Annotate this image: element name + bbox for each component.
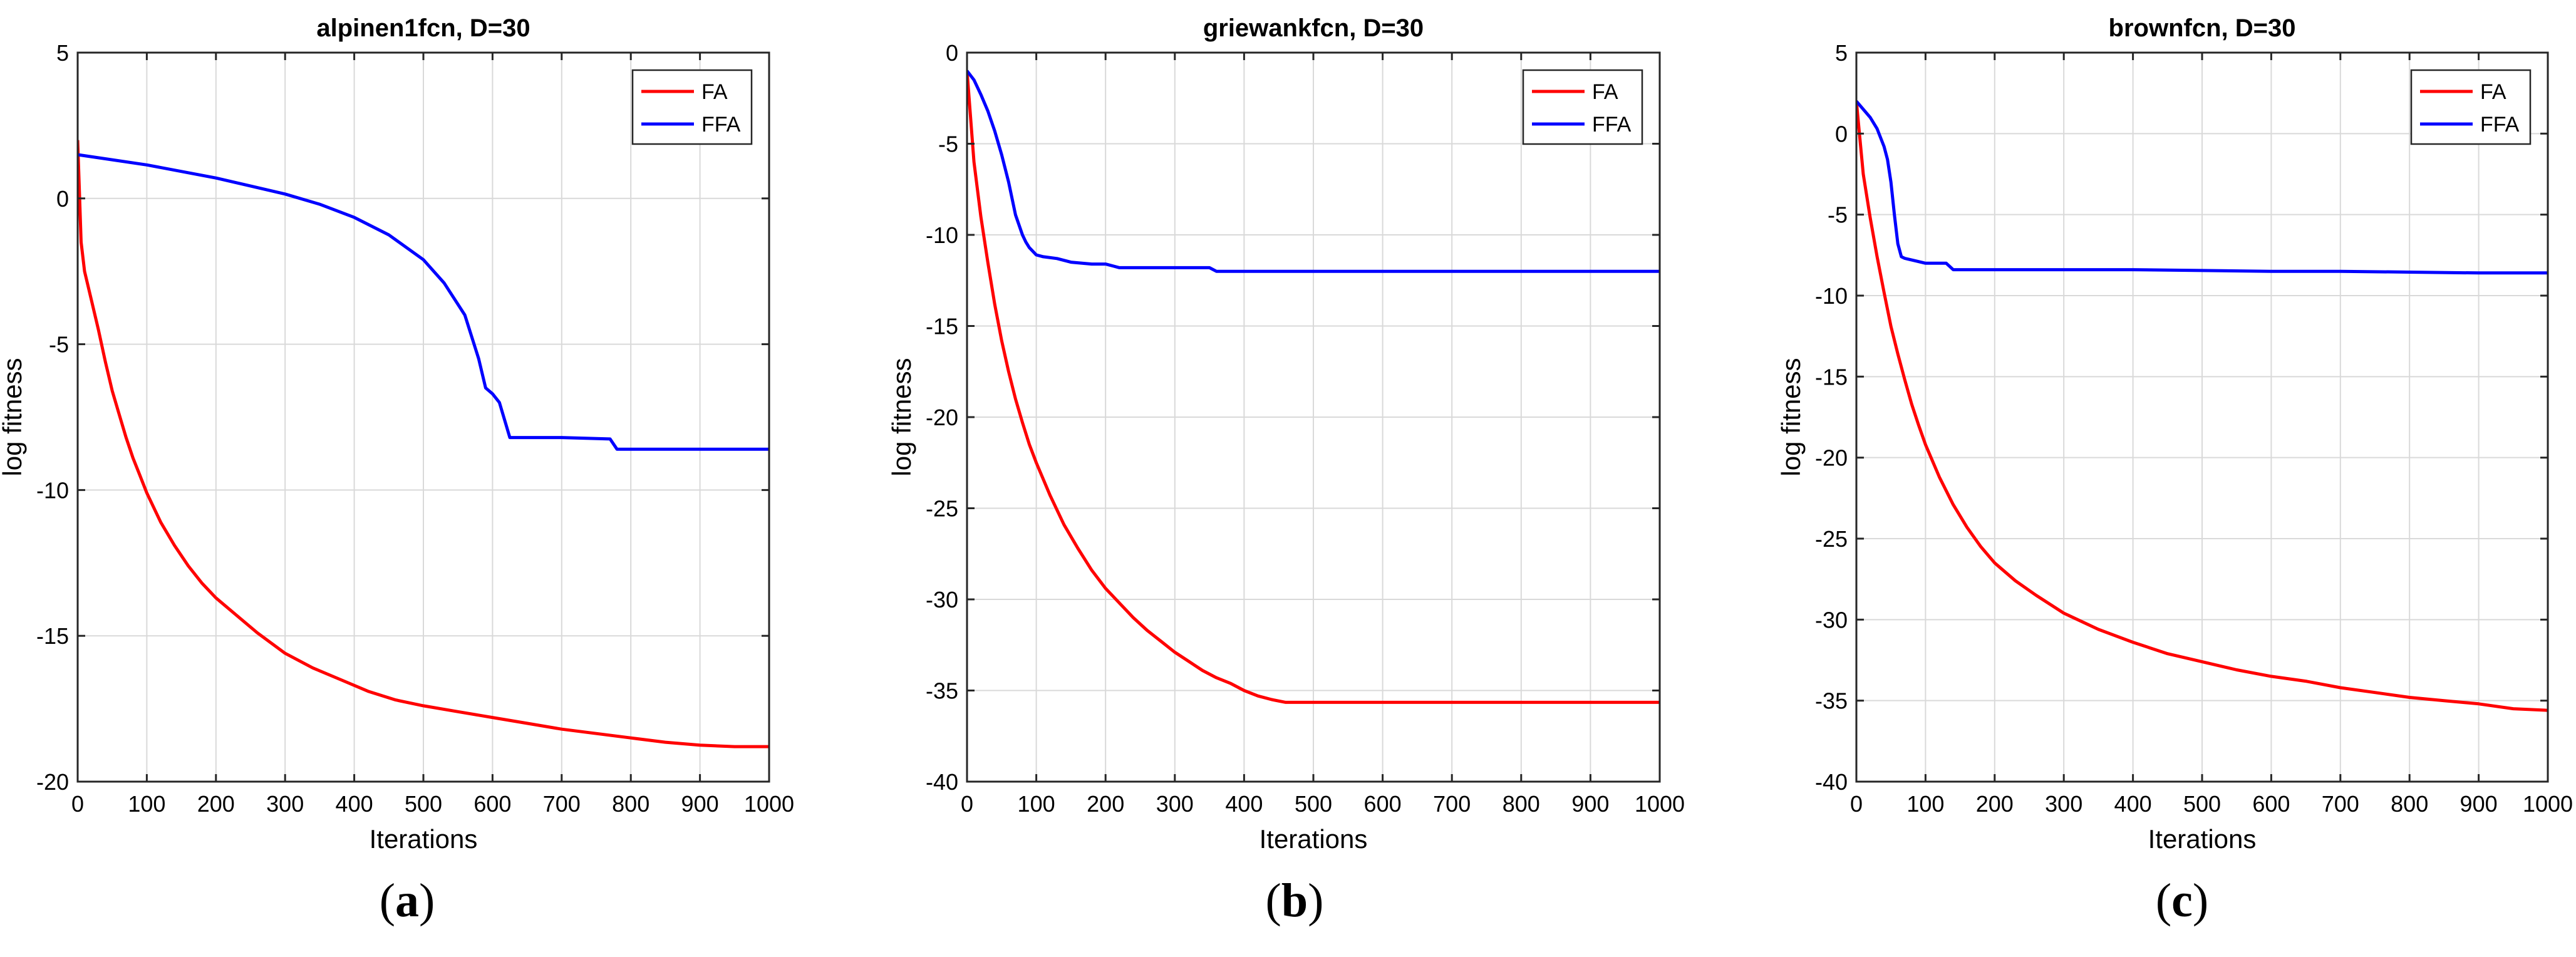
chart-title: alpinen1fcn, D=30: [316, 14, 530, 42]
x-tick-label: 500: [405, 791, 442, 817]
x-tick-label: 300: [2045, 791, 2082, 817]
x-tick-label: 100: [128, 791, 165, 817]
y-tick-label: 5: [1835, 40, 1848, 66]
x-tick-label: 800: [2391, 791, 2428, 817]
x-tick-label: 1000: [2523, 791, 2573, 817]
chart-title: griewankfcn, D=30: [1203, 14, 1424, 42]
x-tick-label: 1000: [744, 791, 794, 817]
y-tick-label: -20: [1815, 445, 1848, 471]
legend-box: [631, 69, 753, 145]
x-tick-label: 0: [71, 791, 84, 817]
legend: FA FFA: [631, 69, 753, 145]
x-tick-label: 400: [2114, 791, 2152, 817]
y-tick-label: -10: [926, 222, 958, 248]
caption-a-letter: a: [395, 874, 419, 927]
x-tick-label: 0: [1850, 791, 1863, 817]
legend-label-fa: FA: [701, 80, 728, 104]
y-axis-label: log fitness: [1776, 358, 1806, 476]
x-tick-label: 900: [2460, 791, 2498, 817]
x-tick-label: 400: [336, 791, 373, 817]
legend: FA FFA: [2410, 69, 2532, 145]
y-tick-label: -40: [1815, 769, 1848, 795]
x-tick-label: 900: [1571, 791, 1609, 817]
y-tick-label: -20: [36, 769, 69, 795]
x-tick-label: 800: [1503, 791, 1540, 817]
chart-title: brownfcn, D=30: [2109, 14, 2296, 42]
x-tick-label: 900: [681, 791, 719, 817]
y-tick-label: -40: [926, 769, 958, 795]
x-tick-label: 100: [1018, 791, 1055, 817]
y-tick-label: -10: [36, 477, 69, 503]
x-tick-label: 300: [1156, 791, 1194, 817]
series-line-ffa: [967, 70, 1660, 273]
y-axis-label: log fitness: [887, 358, 916, 476]
x-tick-label: 800: [612, 791, 649, 817]
series-line-ffa: [78, 153, 769, 451]
y-tick-label: -25: [926, 496, 958, 522]
x-axis-label: Iterations: [370, 824, 478, 854]
x-tick-label: 200: [1087, 791, 1124, 817]
x-axis-label: Iterations: [1260, 824, 1368, 854]
y-tick-label: -5: [49, 332, 69, 358]
legend-label-fa: FA: [2480, 80, 2506, 104]
y-tick-label: 0: [1835, 121, 1848, 147]
caption-a: (a): [379, 874, 435, 927]
series-line-ffa: [1856, 100, 2548, 275]
y-tick-label: -10: [1815, 283, 1848, 309]
x-tick-label: 500: [1295, 791, 1332, 817]
y-tick-label: -15: [1815, 364, 1848, 390]
x-tick-label: 700: [2322, 791, 2359, 817]
x-tick-label: 600: [1364, 791, 1402, 817]
legend-label-ffa: FFA: [2480, 113, 2520, 137]
caption-c: (c): [2155, 874, 2209, 927]
caption-b-letter: b: [1281, 874, 1308, 927]
chart-panel-a: 0 100 200 300 400 500 600 700 800 900 1000 5 0 -5 -10 -…: [0, 14, 794, 854]
x-tick-label: 400: [1225, 791, 1263, 817]
legend-label-fa: FA: [1592, 80, 1618, 104]
series-line-fa: [1856, 101, 2548, 712]
y-tick-label: -15: [36, 623, 69, 649]
legend-box: [1522, 69, 1643, 145]
y-tick-label: 0: [56, 186, 69, 212]
x-axis-label: Iterations: [2148, 824, 2257, 854]
y-tick-label: -30: [1815, 607, 1848, 633]
legend-box: [2410, 69, 2532, 145]
y-tick-label: -35: [1815, 688, 1848, 714]
caption-c-letter: c: [2171, 874, 2193, 927]
x-tick-label: 600: [473, 791, 511, 817]
chart-panel-c: 0 100 200 300 400 500 600 700 800 900 1000 5 0 -5 -10 -…: [1776, 14, 2573, 854]
y-tick-label: -5: [938, 132, 958, 157]
y-tick-label: -25: [1815, 526, 1848, 552]
legend-label-ffa: FFA: [701, 113, 741, 137]
y-tick-label: -30: [926, 587, 958, 613]
x-tick-label: 100: [1906, 791, 1944, 817]
series-line-fa: [78, 140, 769, 748]
y-tick-label: -35: [926, 678, 958, 704]
legend-label-ffa: FFA: [1592, 113, 1632, 137]
y-axis-label: log fitness: [0, 358, 27, 476]
series-line-fa: [967, 70, 1660, 704]
y-tick-label: 0: [946, 40, 958, 66]
x-tick-label: 700: [543, 791, 581, 817]
x-tick-label: 700: [1433, 791, 1471, 817]
y-tick-label: -15: [926, 314, 958, 339]
x-tick-label: 1000: [1635, 791, 1685, 817]
y-tick-label: -5: [1828, 202, 1848, 228]
x-tick-label: 300: [266, 791, 304, 817]
x-tick-label: 600: [2252, 791, 2290, 817]
y-tick-label: -20: [926, 405, 958, 430]
caption-b: (b): [1265, 874, 1324, 927]
x-tick-label: 500: [2183, 791, 2221, 817]
y-tick-label: 5: [56, 40, 69, 66]
chart-panel-b: 0 100 200 300 400 500 600 700 800 900 1000 0 -5 -10 -1…: [887, 14, 1685, 854]
x-tick-label: 0: [961, 791, 973, 817]
legend: FA FFA: [1522, 69, 1643, 145]
x-tick-label: 200: [1976, 791, 2014, 817]
x-tick-label: 200: [197, 791, 235, 817]
